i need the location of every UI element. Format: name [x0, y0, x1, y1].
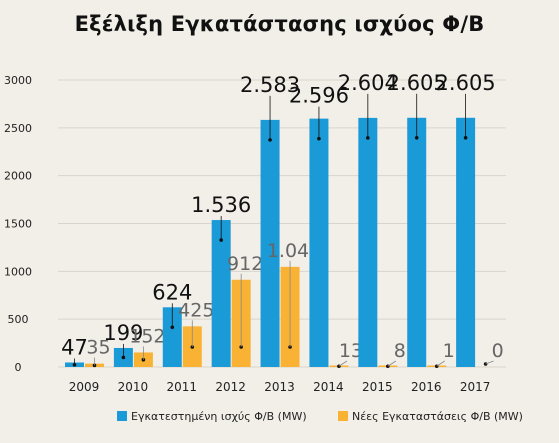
bar-installed-2011 [162, 307, 182, 367]
x-tick-label-2016: 2016 [411, 380, 442, 394]
x-tick-label-2012: 2012 [215, 380, 246, 394]
leader-new-2015 [387, 360, 397, 367]
leader-new-2014 [338, 360, 348, 367]
y-tick-label-2000: 2000 [4, 170, 32, 183]
data-label-new-2009: 35 [86, 337, 110, 359]
data-label-installed-2009: 47 [61, 336, 88, 360]
x-tick-label-2009: 2009 [69, 380, 100, 394]
leader-new-2017 [485, 360, 494, 365]
x-tick-label-2014: 2014 [313, 380, 344, 394]
data-label-new-2015: 8 [394, 340, 406, 362]
x-tick-label-2010: 2010 [118, 380, 149, 394]
x-tick-label-2013: 2013 [264, 380, 295, 394]
legend-swatch-new [338, 411, 348, 421]
data-label-new-2013: 1.047 [267, 240, 321, 262]
data-label-installed-2012: 1.536 [191, 193, 251, 217]
legend-swatch-installed [117, 411, 127, 421]
bar-installed-2013 [260, 119, 280, 367]
x-tick-label-2011: 2011 [167, 380, 198, 394]
data-label-installed-2010: 199 [103, 321, 143, 345]
x-tick-label-2015: 2015 [362, 380, 393, 394]
bar-installed-2012 [211, 220, 231, 367]
y-tick-label-500: 500 [8, 313, 29, 326]
bar-installed-2016 [407, 117, 427, 367]
marker-new-2009 [92, 363, 97, 368]
marker-new-2010 [141, 357, 146, 362]
bar-installed-2014 [309, 118, 329, 368]
data-label-installed-2014: 2.596 [289, 84, 349, 108]
data-label-installed-2016: 2.605 [387, 71, 447, 95]
leader-new-2016 [436, 360, 445, 367]
x-tick-label-2017: 2017 [460, 380, 491, 394]
data-label-new-2017: 0 [492, 340, 504, 362]
legend-label-new: Νέες Εγκαταστάσεις Φ/Β (MW) [352, 410, 523, 423]
data-label-installed-2015: 2.604 [338, 71, 398, 95]
data-label-installed-2011: 624 [152, 280, 192, 304]
y-tick-label-1500: 1500 [4, 218, 32, 231]
bar-installed-2017 [456, 117, 476, 367]
bar-installed-2015 [358, 117, 378, 367]
y-tick-label-3000: 3000 [4, 74, 32, 87]
data-label-new-2011: 425 [178, 299, 214, 321]
data-label-new-2010: 152 [129, 325, 165, 347]
data-label-installed-2017: 2.605 [436, 71, 496, 95]
marker-installed-2011 [170, 325, 175, 330]
chart-title: Εξέλιξη Εγκατάστασης ισχύος Φ/Β [74, 12, 485, 36]
legend-label-installed: Εγκατεστημένη ισχύς Φ/Β (MW) [131, 410, 307, 423]
data-label-new-2014: 13 [339, 340, 363, 362]
y-tick-label-2500: 2500 [4, 122, 32, 135]
data-label-new-2016: 1 [443, 340, 455, 362]
data-label-installed-2013: 2.583 [240, 73, 300, 97]
data-label-new-2012: 912 [227, 253, 263, 275]
marker-installed-2010 [121, 355, 126, 360]
y-tick-label-1000: 1000 [4, 265, 32, 278]
y-tick-label-0: 0 [15, 361, 22, 374]
